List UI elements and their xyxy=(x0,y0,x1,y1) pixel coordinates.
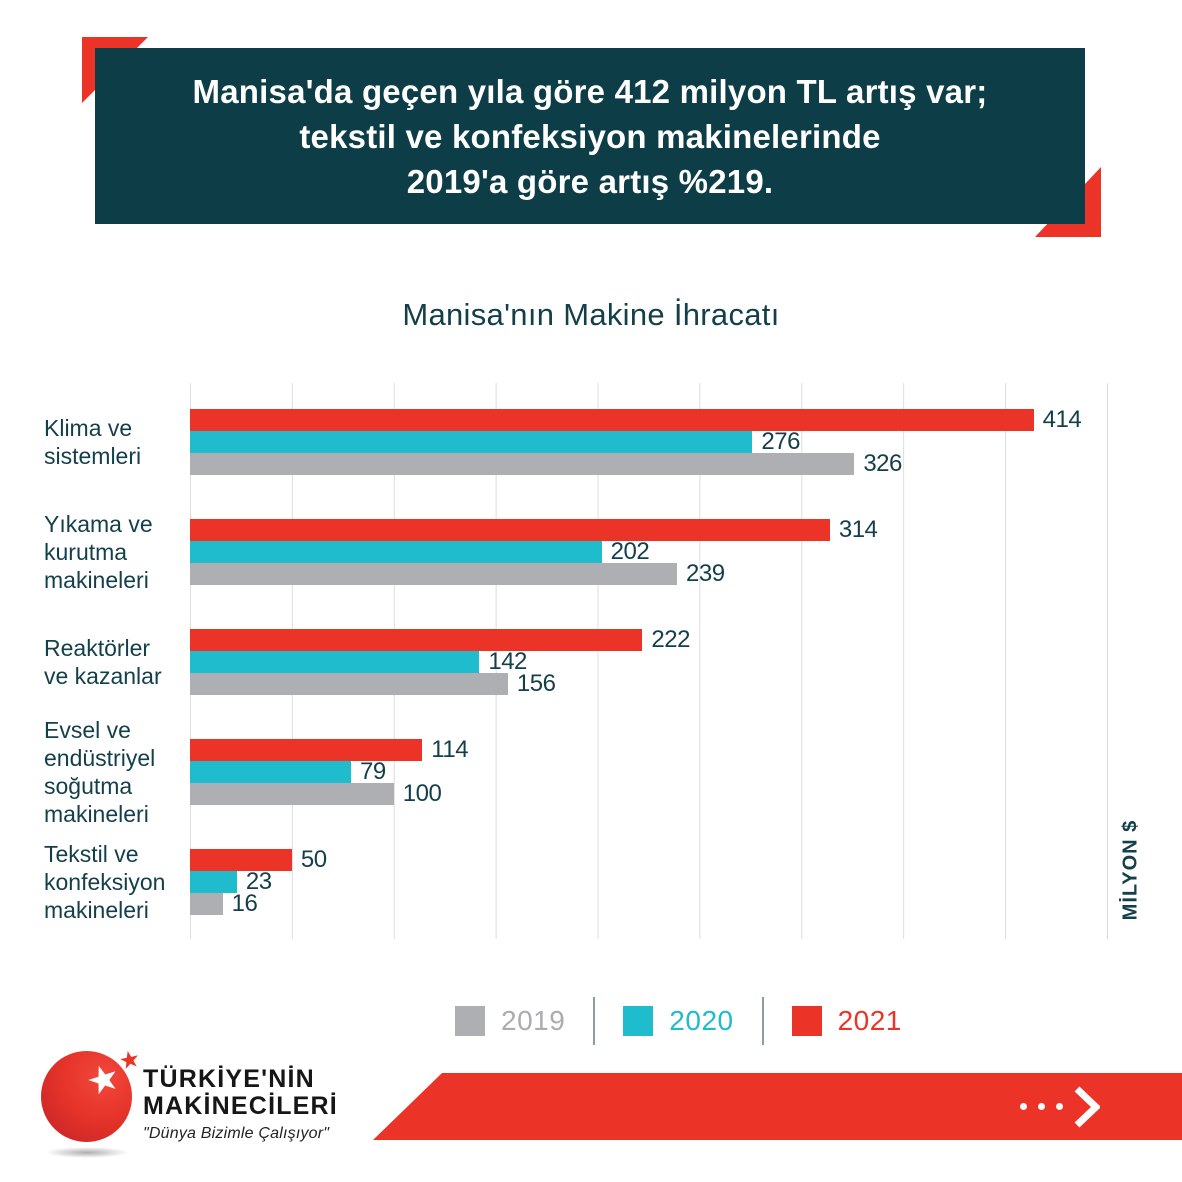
bar-row-2019: 100 xyxy=(190,780,1107,807)
bar-2019 xyxy=(190,673,508,695)
brand-name-line-2: MAKİNECİLERİ xyxy=(143,1092,338,1120)
legend: 2019 2020 2021 xyxy=(455,996,902,1046)
header-banner: Manisa'da geçen yıla göre 412 milyon TL … xyxy=(95,48,1085,224)
bar-2020 xyxy=(190,651,480,673)
brand-name-line-1: TÜRKİYE'NİN xyxy=(143,1065,315,1093)
header-line-1: Manisa'da geçen yıla göre 412 milyon TL … xyxy=(192,72,988,110)
bar-2021 xyxy=(190,519,830,541)
category-label: Evsel ve endüstriyel soğutma makineleri xyxy=(44,717,156,827)
legend-item-2021: 2021 xyxy=(791,1005,902,1037)
bar-value-2020: 276 xyxy=(761,428,800,455)
bar-value-2021: 222 xyxy=(651,626,690,653)
legend-label: 2019 xyxy=(501,1005,566,1036)
category-label: Yıkama ve kurutma makineleri xyxy=(44,511,153,593)
bar-value-2021: 114 xyxy=(431,736,469,763)
header-line-3: 2019'a göre artış %219. xyxy=(406,162,774,200)
bar-row-2021: 50 xyxy=(190,846,1107,873)
bar-row-2020: 142 xyxy=(190,648,1107,675)
legend-item-2020: 2020 xyxy=(623,1005,733,1037)
bar-2020 xyxy=(190,431,753,453)
category-label: Tekstil ve konfeksiyon makineleri xyxy=(44,841,166,923)
bar-row-2019: 326 xyxy=(190,450,1107,477)
bar-2021 xyxy=(190,629,643,651)
legend-swatch xyxy=(455,1006,485,1036)
bar-row-2021: 314 xyxy=(190,516,1107,543)
dot-icon xyxy=(1038,1103,1045,1110)
category-labels: Klima ve sistemleri Yıkama ve kurutma mak… xyxy=(44,383,190,939)
legend-swatch xyxy=(623,1006,654,1036)
bar-row-2020: 23 xyxy=(190,868,1107,895)
bar-row-2021: 414 xyxy=(190,406,1107,433)
bar-value-2020: 142 xyxy=(488,648,527,675)
red-globe-star-icon xyxy=(41,1051,132,1142)
bar-group: 314 202 239 xyxy=(190,516,1107,587)
dots-chevron-right-icon xyxy=(1020,1085,1100,1128)
bar-2020 xyxy=(190,541,602,563)
chart-title: Manisa'nın Makine İhracatı xyxy=(402,297,780,332)
bar-value-2019: 239 xyxy=(686,560,725,587)
header-line-2: tekstil ve konfeksiyon makinelerinde xyxy=(299,117,881,155)
bar-row-2019: 16 xyxy=(190,890,1107,917)
bar-value-2021: 50 xyxy=(300,846,327,873)
bar-value-2021: 314 xyxy=(838,516,878,543)
bar-group: 414 276 326 xyxy=(190,406,1107,477)
bar-2019 xyxy=(190,893,223,915)
bar-row-2021: 114 xyxy=(190,736,1107,763)
legend-divider xyxy=(761,997,764,1045)
plot-area: 414 276 326 314 202 239 222 142 156 114 79 100 50 23 1… xyxy=(190,383,1108,939)
legend-divider xyxy=(593,997,596,1045)
dot-icon xyxy=(1056,1103,1063,1110)
dot-icon xyxy=(1020,1103,1027,1110)
bar-value-2019: 16 xyxy=(231,890,258,917)
bar-value-2019: 156 xyxy=(516,670,556,697)
bar-value-2019: 326 xyxy=(863,450,902,477)
bar-2019 xyxy=(190,453,855,475)
category-label: Klima ve sistemleri xyxy=(44,415,142,469)
bar-2021 xyxy=(190,849,292,871)
bar-group: 114 79 100 xyxy=(190,736,1107,807)
bar-row-2021: 222 xyxy=(190,626,1107,653)
bar-2019 xyxy=(190,563,678,585)
bar-row-2019: 239 xyxy=(190,560,1107,587)
brand-block: TÜRKİYE'NİN MAKİNECİLERİ "Dünya Bizimle … xyxy=(143,1066,338,1143)
bar-row-2019: 156 xyxy=(190,670,1107,697)
bar-2021 xyxy=(190,739,423,761)
small-red-star-icon xyxy=(120,1050,138,1069)
bar-2019 xyxy=(190,783,394,805)
bar-2021 xyxy=(190,409,1034,431)
white-star-icon xyxy=(88,1065,116,1095)
bar-value-2021: 414 xyxy=(1042,406,1082,433)
cta-banner[interactable] xyxy=(373,1073,1182,1140)
bar-value-2020: 23 xyxy=(245,868,272,895)
legend-swatch xyxy=(791,1006,822,1036)
legend-label: 2020 xyxy=(669,1005,734,1036)
bar-value-2019: 100 xyxy=(402,780,442,807)
bar-value-2020: 79 xyxy=(359,758,386,785)
bar-row-2020: 79 xyxy=(190,758,1107,785)
chevron-right-icon xyxy=(1074,1085,1100,1128)
logo-shadow xyxy=(45,1147,129,1158)
brand-tagline: "Dünya Bizimle Çalışıyor" xyxy=(143,1125,330,1142)
bar-row-2020: 202 xyxy=(190,538,1107,565)
legend-label: 2021 xyxy=(837,1005,902,1036)
bar-value-2020: 202 xyxy=(610,538,650,565)
bar-group: 50 23 16 xyxy=(190,846,1107,917)
bar-row-2020: 276 xyxy=(190,428,1107,455)
legend-item-2019: 2019 xyxy=(455,1005,565,1037)
bar-2020 xyxy=(190,761,351,783)
bar-group: 222 142 156 xyxy=(190,626,1107,697)
category-label: Reaktörler ve kazanlar xyxy=(44,635,162,689)
axis-unit-label: MİLYON $ xyxy=(1119,819,1142,921)
bar-2020 xyxy=(190,871,237,893)
